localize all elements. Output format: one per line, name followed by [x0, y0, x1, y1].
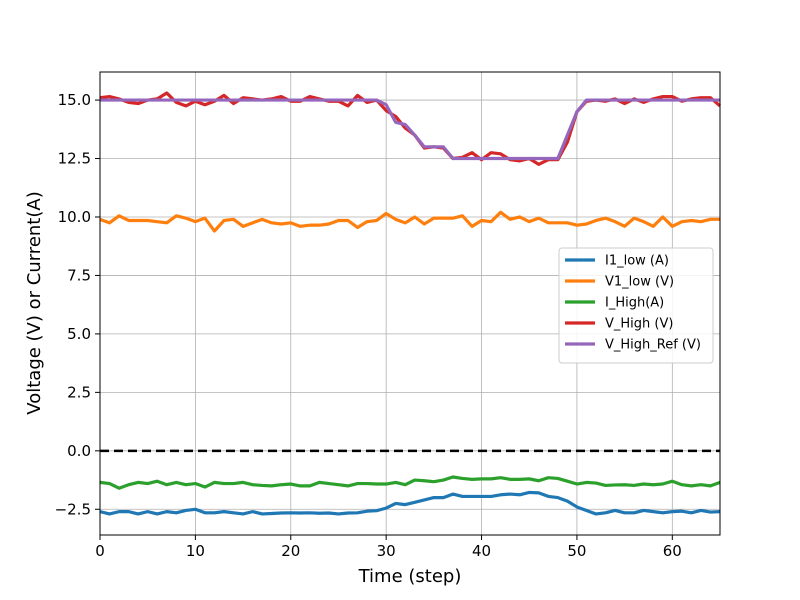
legend-label: I1_low (A) — [605, 254, 669, 269]
y-tick-label: 7.5 — [67, 266, 91, 284]
x-tick-label: 0 — [95, 542, 105, 560]
legend-label: I_High(A) — [605, 296, 664, 311]
x-tick-label: 20 — [281, 542, 300, 560]
y-tick-label: 15.0 — [58, 91, 91, 109]
legend-box — [558, 247, 714, 364]
x-axis-label: Time (step) — [358, 566, 462, 587]
y-tick-label: 2.5 — [67, 383, 91, 401]
plot-frame — [99, 71, 721, 536]
legend: I1_low (A) V1_low (V) I_High(A) V_High (V) V… — [558, 247, 714, 364]
x-tick-label: 60 — [663, 542, 682, 560]
y-axis-label: Voltage (V) or Current(A) — [24, 191, 45, 414]
series-line-3 — [99, 475, 721, 490]
legend-label: V1_low (V) — [605, 275, 674, 290]
y-axis-ticks: −2.5 0.0 2.5 5.0 7.5 10.0 12.5 15.0 — [55, 91, 100, 518]
legend-label: V_High (V) — [605, 317, 673, 332]
y-tick-label: 12.5 — [58, 150, 91, 168]
y-tick-label: −2.5 — [55, 500, 91, 518]
series-line-2 — [99, 210, 720, 233]
x-tick-label: 30 — [377, 542, 396, 560]
x-tick-label: 50 — [567, 542, 586, 560]
y-tick-label: 10.0 — [58, 208, 91, 226]
y-tick-label: 0.0 — [67, 442, 91, 460]
series-group — [99, 91, 722, 516]
legend-label: V_High_Ref (V) — [605, 338, 701, 353]
y-tick-label: 5.0 — [67, 325, 91, 343]
x-tick-label: 10 — [186, 542, 205, 560]
series-line-5 — [100, 98, 720, 161]
x-axis-ticks: 0 10 20 30 40 50 60 — [95, 535, 682, 560]
series-line-1 — [99, 490, 721, 516]
x-tick-label: 40 — [472, 542, 491, 560]
